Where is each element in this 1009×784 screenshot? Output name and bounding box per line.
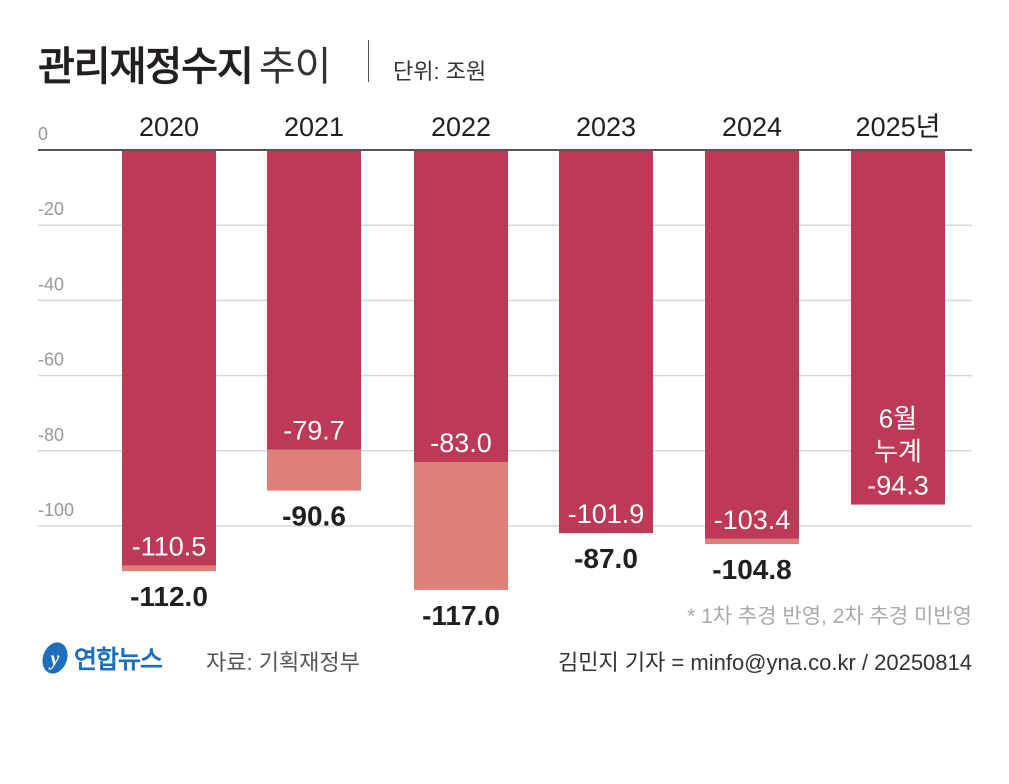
bar-base	[267, 151, 361, 450]
x-tick-label: 2022	[431, 112, 491, 142]
x-tick-label: 2024	[722, 112, 782, 142]
title-light: 추이	[258, 45, 332, 89]
inner-value-label: -101.9	[568, 499, 645, 529]
x-tick-label: 2020	[139, 112, 199, 142]
bar-additional	[705, 538, 799, 545]
y-tick-label: 0	[38, 124, 48, 144]
inner-value-label: -79.7	[283, 416, 345, 446]
logo-text: 연합뉴스	[74, 646, 163, 674]
bar-additional	[122, 565, 216, 572]
bar-base	[559, 151, 653, 534]
total-value-label: -104.8	[712, 554, 791, 585]
x-tick-label: 2021	[284, 112, 344, 142]
unit-label: 단위: 조원	[393, 59, 487, 84]
inner-value-label: -110.5	[132, 531, 207, 561]
title-bold: 관리재정수지	[38, 45, 254, 89]
x-tick-label: 2023	[576, 112, 636, 142]
bar-base	[122, 151, 216, 566]
bar-base	[414, 151, 508, 463]
bar-base	[851, 151, 945, 505]
yonhap-logo: y 연합뉴스	[40, 640, 163, 676]
total-value-label: -117.0	[422, 600, 500, 631]
chart-title: 관리재정수지 추이	[38, 34, 332, 92]
credit: 김민지 기자 = minfo@yna.co.kr / 20250814	[558, 650, 972, 675]
total-value-label: -90.6	[282, 501, 346, 532]
annotation-label: 누계	[874, 437, 922, 467]
y-tick-label: -80	[38, 425, 64, 445]
inner-value-label: -103.4	[714, 505, 791, 535]
svg-text:y: y	[49, 648, 60, 670]
source: 자료: 기획재정부	[206, 650, 360, 675]
x-tick-label: 2025년	[856, 112, 941, 142]
total-value-label: -87.0	[574, 543, 638, 574]
annotation-label: 6월	[879, 404, 917, 434]
inner-value-label: -94.3	[867, 471, 929, 501]
y-tick-label: -40	[38, 274, 64, 294]
bar-additional	[414, 462, 508, 590]
inner-value-label: -83.0	[430, 428, 492, 458]
title-divider	[368, 40, 369, 82]
footnote: * 1차 추경 반영, 2차 추경 미반영	[687, 605, 972, 628]
bar-additional	[267, 449, 361, 491]
total-value-label: -112.0	[130, 581, 208, 612]
y-tick-label: -100	[38, 500, 74, 520]
bar-base	[705, 151, 799, 539]
yonhap-logo-icon: y	[42, 642, 68, 674]
y-tick-label: -20	[38, 199, 64, 219]
y-tick-label: -60	[38, 350, 64, 370]
